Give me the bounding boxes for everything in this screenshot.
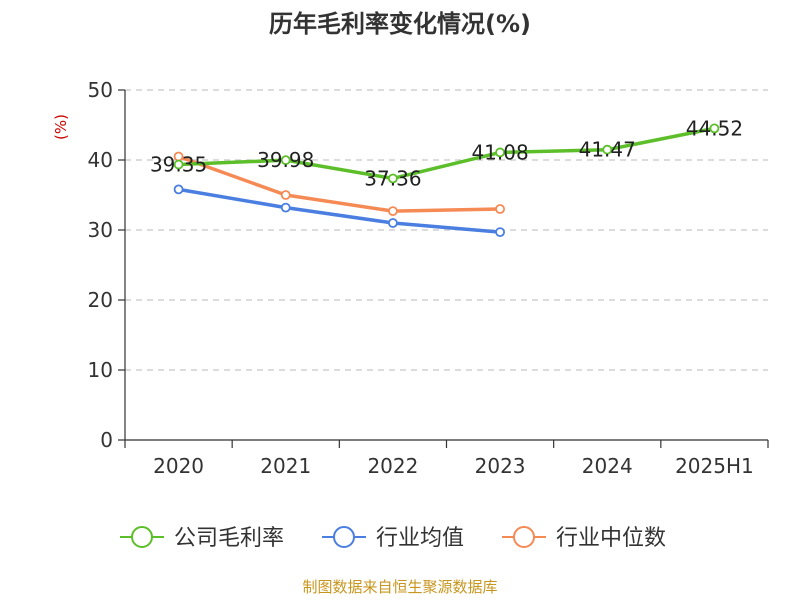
legend-label: 行业中位数 — [556, 526, 666, 551]
legend-label: 公司毛利率 — [174, 526, 284, 551]
x-tick-label: 2022 — [367, 454, 418, 478]
data-label: 39.35 — [150, 153, 207, 177]
data-label: 41.47 — [579, 138, 636, 162]
legend-item-1[interactable]: 行业均值 — [322, 526, 464, 551]
x-tick-label: 2020 — [153, 454, 204, 478]
legend-label: 行业均值 — [376, 526, 464, 551]
series-line — [176, 154, 502, 213]
series-2 — [173, 151, 505, 217]
data-point[interactable] — [280, 190, 291, 200]
data-point[interactable] — [709, 123, 720, 134]
data-point[interactable] — [388, 173, 398, 184]
chart-title: 历年毛利率变化情况(%) — [269, 10, 531, 38]
x-tick-label: 2024 — [582, 454, 633, 478]
x-tick-label: 2025H1 — [675, 454, 754, 478]
legend-marker — [513, 526, 535, 548]
series-group: 39.35 39.98 37.36 41.08 41.47 44.52 — [150, 116, 743, 238]
y-axis-unit: (%) — [52, 114, 70, 140]
data-point[interactable] — [495, 147, 505, 158]
series-line — [176, 187, 502, 234]
data-label: 44.52 — [686, 116, 743, 140]
y-tick-label: 10 — [88, 358, 113, 382]
data-point[interactable] — [280, 202, 291, 213]
legend-item-0[interactable]: 公司毛利率 — [120, 526, 284, 551]
data-point[interactable] — [388, 206, 398, 217]
data-point[interactable] — [495, 204, 505, 214]
data-label: 39.98 — [257, 148, 314, 172]
x-tick-label: 2021 — [260, 454, 311, 478]
series-1 — [173, 184, 505, 238]
data-point[interactable] — [173, 159, 184, 170]
data-label: 37.36 — [364, 166, 421, 190]
legend[interactable]: 公司毛利率 行业均值 行业中位数 — [120, 526, 666, 551]
data-label: 41.08 — [471, 140, 528, 164]
series-0: 39.35 39.98 37.36 41.08 41.47 44.52 — [150, 116, 743, 190]
y-tick-label: 30 — [88, 218, 113, 242]
data-point[interactable] — [280, 155, 291, 166]
legend-marker — [333, 526, 355, 548]
y-tick-label: 40 — [88, 148, 113, 172]
y-tick-label: 0 — [100, 428, 113, 452]
x-tick-label: 2023 — [475, 454, 526, 478]
legend-marker — [131, 526, 153, 548]
y-tick-label: 20 — [88, 288, 113, 312]
data-point[interactable] — [495, 227, 505, 238]
data-point[interactable] — [602, 144, 613, 155]
axes: 0 10 20 30 40 50 2020 2021 2022 2023 2024 2025H1 — [88, 78, 769, 478]
data-point[interactable] — [388, 218, 398, 228]
grid-lines — [125, 89, 768, 371]
legend-item-2[interactable]: 行业中位数 — [502, 526, 666, 551]
source-note: 制图数据来自恒生聚源数据库 — [302, 578, 497, 596]
series-line — [176, 126, 717, 181]
data-point[interactable] — [173, 184, 184, 195]
y-tick-label: 50 — [88, 78, 113, 102]
